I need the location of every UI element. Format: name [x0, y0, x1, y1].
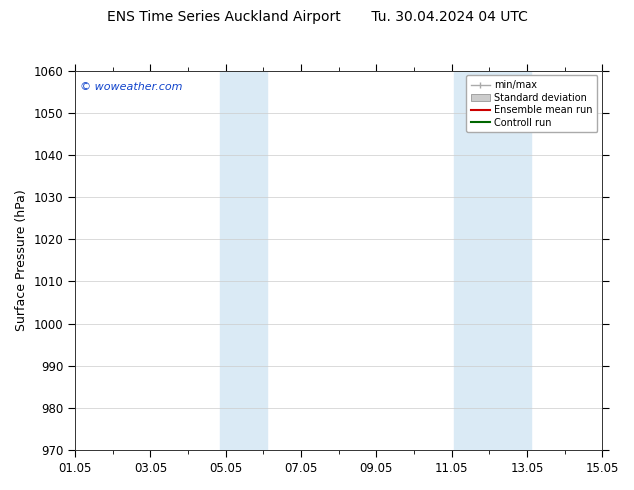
- Text: ENS Time Series Auckland Airport       Tu. 30.04.2024 04 UTC: ENS Time Series Auckland Airport Tu. 30.…: [107, 10, 527, 24]
- Y-axis label: Surface Pressure (hPa): Surface Pressure (hPa): [15, 190, 28, 331]
- Bar: [453, 71, 531, 450]
- Legend: min/max, Standard deviation, Ensemble mean run, Controll run: min/max, Standard deviation, Ensemble me…: [466, 75, 597, 132]
- Bar: [220, 71, 267, 450]
- Text: © woweather.com: © woweather.com: [81, 82, 183, 92]
